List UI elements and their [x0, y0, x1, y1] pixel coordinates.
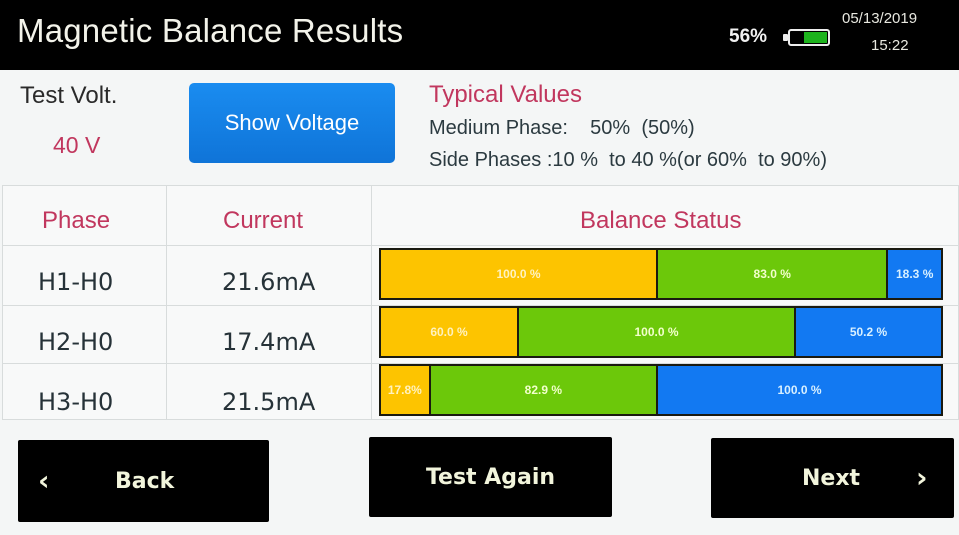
balance-segment-yellow: 17.8%: [381, 366, 429, 414]
header-balance-status: Balance Status: [580, 207, 742, 234]
row3-balance-bar: 17.8% 82.9 % 100.0 %: [379, 364, 943, 416]
test-voltage-label: Test Volt.: [20, 82, 118, 109]
typical-medium-phase: Medium Phase: 50% (50%): [429, 117, 695, 139]
test-again-button[interactable]: Test Again: [369, 437, 612, 517]
row2-balance-bar: 60.0 % 100.0 % 50.2 %: [379, 306, 943, 358]
battery-fill: [804, 32, 827, 43]
battery-percent: 56%: [729, 26, 768, 47]
header-current: Current: [223, 207, 304, 234]
battery-icon: [788, 29, 830, 46]
back-label: Back: [115, 468, 175, 494]
show-voltage-button[interactable]: Show Voltage: [189, 83, 395, 163]
chevron-right-icon: ›: [916, 460, 928, 494]
typical-values-title: Typical Values: [429, 81, 582, 108]
time: 15:22: [871, 37, 909, 54]
balance-segment-blue: 100.0 %: [656, 366, 941, 414]
header-phase: Phase: [42, 207, 111, 234]
row3-phase: H3-H0: [38, 388, 114, 416]
table-divider: [3, 363, 958, 364]
battery-tip: [783, 34, 788, 41]
row2-phase: H2-H0: [38, 328, 114, 356]
balance-segment-yellow: 100.0 %: [381, 250, 657, 298]
balance-segment-blue: 50.2 %: [794, 308, 941, 356]
balance-segment-yellow: 60.0 %: [381, 308, 518, 356]
typical-side-phases: Side Phases :10 % to 40 %(or 60% to 90%): [429, 149, 827, 171]
balance-segment-green: 82.9 %: [428, 366, 657, 414]
row1-phase: H1-H0: [38, 268, 114, 296]
chevron-left-icon: ‹: [38, 463, 50, 497]
date: 05/13/2019: [842, 10, 918, 27]
row2-current: 17.4mA: [222, 328, 316, 356]
next-label: Next: [802, 465, 861, 491]
table-divider: [3, 245, 958, 246]
table-divider: [3, 305, 958, 306]
back-button[interactable]: ‹ Back: [18, 440, 269, 522]
page-title: Magnetic Balance Results: [17, 12, 404, 49]
next-button[interactable]: Next ›: [711, 438, 954, 518]
balance-segment-green: 83.0 %: [656, 250, 887, 298]
test-again-label: Test Again: [425, 464, 556, 490]
table-divider: [371, 186, 372, 419]
row1-balance-bar: 100.0 % 83.0 % 18.3 %: [379, 248, 943, 300]
row1-current: 21.6mA: [222, 268, 316, 296]
balance-segment-green: 100.0 %: [517, 308, 795, 356]
test-voltage-value: 40 V: [53, 132, 101, 158]
title-bar: Magnetic Balance Results 56% 05/13/2019 …: [0, 0, 959, 70]
row3-current: 21.5mA: [222, 388, 316, 416]
table-divider: [166, 186, 167, 419]
balance-segment-blue: 18.3 %: [886, 250, 941, 298]
